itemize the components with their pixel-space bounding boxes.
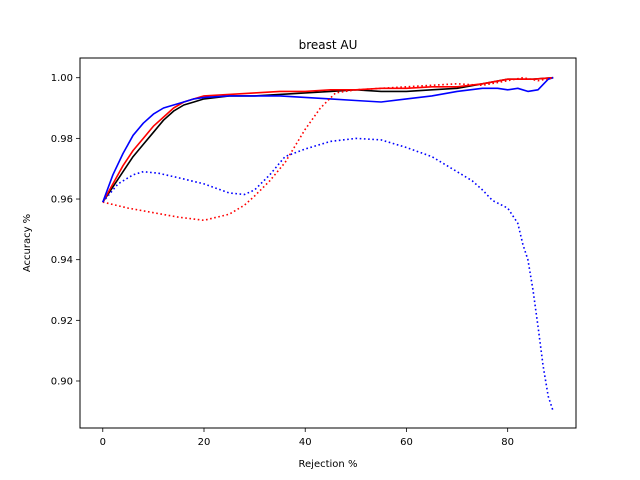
y-tick-label: 0.94 xyxy=(51,255,73,266)
y-tick-label: 0.96 xyxy=(51,195,73,206)
x-tick-label: 0 xyxy=(100,437,106,448)
x-tick-label: 80 xyxy=(501,437,514,448)
y-tick-label: 0.90 xyxy=(51,376,73,387)
y-tick-label: 0.98 xyxy=(51,134,73,145)
x-tick-label: 20 xyxy=(198,437,211,448)
plot-area xyxy=(102,76,554,412)
series-line-3 xyxy=(102,76,554,203)
y-axis-label: Accuracy % xyxy=(22,214,33,272)
y-tick-label: 0.92 xyxy=(51,316,73,327)
x-axis: 0 20 40 60 80 xyxy=(100,428,514,448)
axes-frame xyxy=(79,57,577,429)
x-axis-label: Rejection % xyxy=(299,459,358,470)
y-tick-label: 1.00 xyxy=(51,73,73,84)
series-line-5 xyxy=(102,137,554,412)
x-tick-label: 40 xyxy=(299,437,312,448)
y-axis: 0.90 0.92 0.94 0.96 0.98 1.00 xyxy=(51,73,80,387)
series-line-2 xyxy=(102,76,554,203)
chart-title: breast AU xyxy=(299,38,358,52)
x-tick-label: 60 xyxy=(400,437,413,448)
